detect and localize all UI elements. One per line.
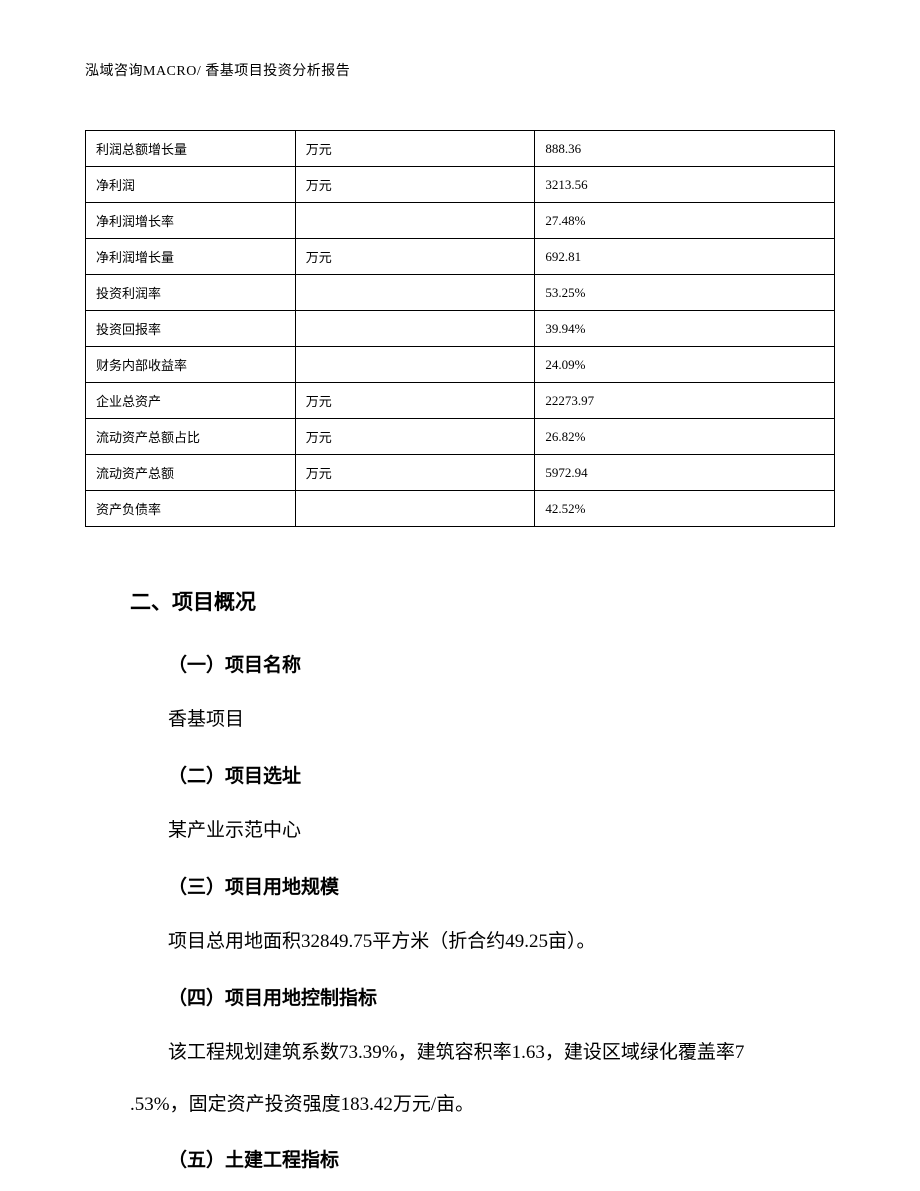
- row-value: 5972.94: [535, 455, 835, 491]
- row-label: 企业总资产: [86, 383, 296, 419]
- row-value: 27.48%: [535, 203, 835, 239]
- table-row: 资产负债率 42.52%: [86, 491, 835, 527]
- row-label: 流动资产总额: [86, 455, 296, 491]
- body-text: 某产业示范中心: [130, 808, 790, 854]
- body-text: 项目总用地面积32849.75平方米（折合约49.25亩）。: [130, 919, 790, 965]
- body-text: 该工程规划建筑系数73.39%，建筑容积率1.63，建设区域绿化覆盖率7: [130, 1030, 790, 1076]
- row-value: 42.52%: [535, 491, 835, 527]
- table-row: 利润总额增长量 万元 888.36: [86, 131, 835, 167]
- table-row: 净利润增长率 27.48%: [86, 203, 835, 239]
- row-label: 财务内部收益率: [86, 347, 296, 383]
- row-unit: 万元: [295, 131, 535, 167]
- row-label: 投资利润率: [86, 275, 296, 311]
- row-value: 53.25%: [535, 275, 835, 311]
- table-row: 企业总资产 万元 22273.97: [86, 383, 835, 419]
- financial-table: 利润总额增长量 万元 888.36 净利润 万元 3213.56 净利润增长率 …: [85, 130, 835, 527]
- table-body: 利润总额增长量 万元 888.36 净利润 万元 3213.56 净利润增长率 …: [86, 131, 835, 527]
- row-value: 24.09%: [535, 347, 835, 383]
- row-unit: [295, 347, 535, 383]
- row-unit: [295, 311, 535, 347]
- row-value: 22273.97: [535, 383, 835, 419]
- table-row: 财务内部收益率 24.09%: [86, 347, 835, 383]
- row-label: 投资回报率: [86, 311, 296, 347]
- table-row: 流动资产总额 万元 5972.94: [86, 455, 835, 491]
- table-row: 投资回报率 39.94%: [86, 311, 835, 347]
- subsection-title: （一）项目名称: [130, 642, 790, 690]
- page-header: 泓域咨询MACRO/ 香基项目投资分析报告: [85, 60, 835, 80]
- row-label: 流动资产总额占比: [86, 419, 296, 455]
- row-value: 3213.56: [535, 167, 835, 203]
- row-unit: 万元: [295, 239, 535, 275]
- section-title: 二、项目概况: [130, 577, 790, 630]
- table-row: 流动资产总额占比 万元 26.82%: [86, 419, 835, 455]
- table-row: 净利润 万元 3213.56: [86, 167, 835, 203]
- row-value: 888.36: [535, 131, 835, 167]
- row-label: 资产负债率: [86, 491, 296, 527]
- row-label: 净利润增长量: [86, 239, 296, 275]
- row-value: 26.82%: [535, 419, 835, 455]
- table-row: 净利润增长量 万元 692.81: [86, 239, 835, 275]
- row-unit: 万元: [295, 419, 535, 455]
- row-unit: 万元: [295, 383, 535, 419]
- body-text: .53%，固定资产投资强度183.42万元/亩。: [130, 1082, 790, 1128]
- body-text: 香基项目: [130, 697, 790, 743]
- row-label: 净利润: [86, 167, 296, 203]
- subsection-title: （五）土建工程指标: [130, 1137, 790, 1185]
- row-unit: [295, 275, 535, 311]
- row-value: 39.94%: [535, 311, 835, 347]
- row-unit: [295, 491, 535, 527]
- row-unit: 万元: [295, 167, 535, 203]
- table-row: 投资利润率 53.25%: [86, 275, 835, 311]
- subsection-title: （二）项目选址: [130, 753, 790, 801]
- subsection-title: （三）项目用地规模: [130, 864, 790, 912]
- row-value: 692.81: [535, 239, 835, 275]
- row-label: 利润总额增长量: [86, 131, 296, 167]
- subsection-title: （四）项目用地控制指标: [130, 975, 790, 1023]
- content-area: 二、项目概况 （一）项目名称 香基项目 （二）项目选址 某产业示范中心 （三）项…: [85, 577, 835, 1185]
- row-unit: 万元: [295, 455, 535, 491]
- row-unit: [295, 203, 535, 239]
- row-label: 净利润增长率: [86, 203, 296, 239]
